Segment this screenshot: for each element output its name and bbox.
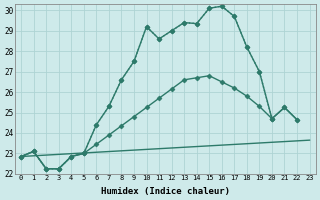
X-axis label: Humidex (Indice chaleur): Humidex (Indice chaleur) (101, 187, 230, 196)
